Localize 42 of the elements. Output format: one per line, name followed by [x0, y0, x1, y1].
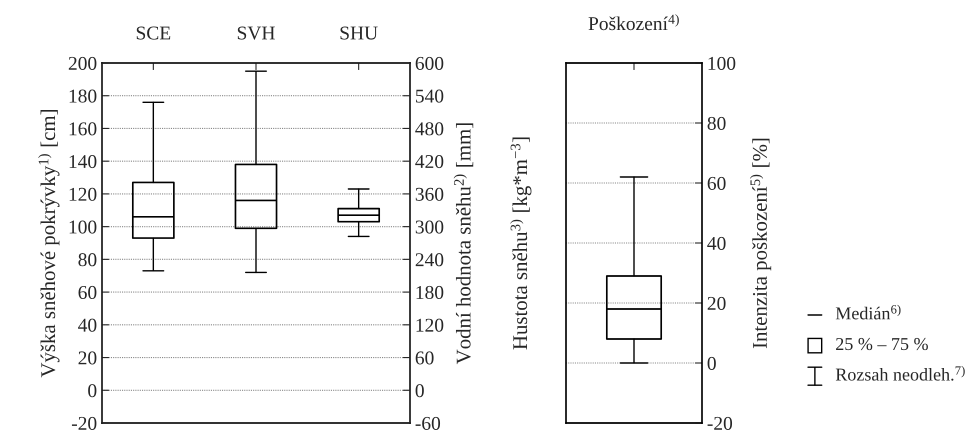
y-tick-label: 80 — [78, 253, 96, 266]
y-axis-title: Intenzita poškození$^{5)}$ [%] — [750, 138, 772, 348]
y-tick-label: 140 — [70, 155, 96, 168]
y-tick-label: 100 — [70, 220, 96, 234]
y-tick-label: 160 — [70, 122, 96, 136]
y-tick-label: 0 — [708, 356, 716, 370]
y-tick-label: 60 — [78, 286, 96, 300]
y2-tick-label: 600 — [416, 56, 444, 70]
y2-tick-label: 60 — [416, 351, 434, 364]
y-tick-label: 20 — [708, 296, 726, 310]
y-tick-label: 40 — [78, 318, 96, 332]
x-tick-label: SHU — [340, 26, 378, 40]
y-tick-label: -20 — [72, 416, 96, 430]
y-tick-label: 180 — [70, 90, 96, 103]
x-tick-label: SVH — [238, 26, 275, 40]
y2-tick-label: 360 — [416, 188, 444, 201]
y-tick-label: 120 — [70, 188, 96, 201]
y2-tick-label: 480 — [415, 122, 444, 136]
y2-tick-label: 240 — [416, 253, 444, 266]
y-tick-label: 80 — [708, 116, 726, 130]
y2-tick-label: 540 — [416, 90, 444, 103]
text: Rozsah neodleh.$^{7)}$ — [836, 366, 965, 381]
y-tick-label: 0 — [88, 384, 96, 398]
y-tick-label: 60 — [708, 176, 726, 190]
y2-axis-title: Vodní hodnota sněhu$^{2)}$ [mm] — [454, 123, 474, 364]
y2-tick-label: 300 — [416, 220, 444, 234]
y2-tick-label: 120 — [416, 318, 444, 332]
y-tick-label: 40 — [707, 236, 726, 250]
text: Medián$^{6)}$ — [836, 304, 901, 320]
y2-tick-label: -60 — [416, 416, 440, 430]
y-tick-label: 20 — [78, 351, 96, 364]
text: 25 % – 75 % — [836, 338, 928, 350]
y2-tick-label: 180 — [416, 286, 444, 300]
y-tick-label: 100 — [708, 56, 736, 70]
y2-tick-label: 420 — [415, 155, 444, 168]
y-tick-label: 200 — [68, 56, 96, 70]
x-tick-label: SCE — [136, 26, 170, 40]
y-tick-label: -20 — [708, 416, 732, 430]
y-axis-title: Výška sněhové pokrývky$^{1)}$ [cm] — [38, 110, 60, 378]
y2-tick-label: 0 — [416, 384, 424, 398]
chart-title: Poškození$^{4)}$ — [588, 14, 679, 30]
y3-axis-title: Hustota sněhu$^{3)}$ [kg*m$^{−3}$] — [510, 138, 532, 350]
